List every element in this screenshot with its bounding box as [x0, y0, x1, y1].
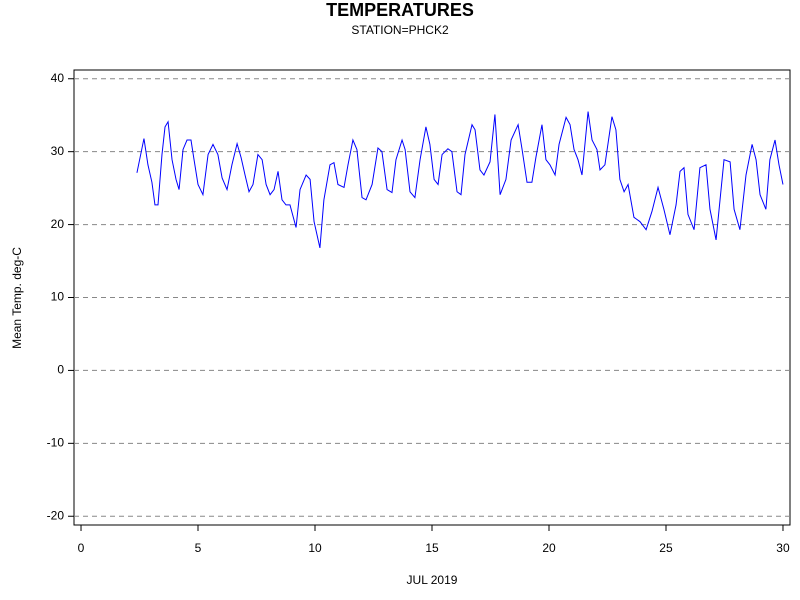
x-tick-label: 30: [776, 541, 790, 555]
y-tick-label: 30: [51, 144, 65, 158]
y-tick-label: -20: [47, 508, 65, 522]
y-tick-label: -10: [47, 436, 65, 450]
y-axis-label: Mean Temp. deg-C: [10, 247, 24, 349]
y-tick-label: 10: [51, 290, 65, 304]
chart-subtitle: STATION=PHCK2: [351, 23, 449, 37]
y-tick-label: 0: [57, 363, 64, 377]
x-tick-label: 15: [425, 541, 439, 555]
plot-frame: [73, 69, 791, 526]
x-tick-label: 0: [78, 541, 85, 555]
x-tick-label: 20: [542, 541, 556, 555]
y-tick-label: 40: [51, 71, 65, 85]
x-tick-label: 5: [195, 541, 202, 555]
x-axis-label: JUL 2019: [407, 573, 458, 587]
x-tick-label: 25: [659, 541, 673, 555]
x-tick-label: 10: [308, 541, 322, 555]
y-tick-label: 20: [51, 217, 65, 231]
chart-title: TEMPERATURES: [326, 0, 474, 20]
data-line: [136, 111, 784, 249]
